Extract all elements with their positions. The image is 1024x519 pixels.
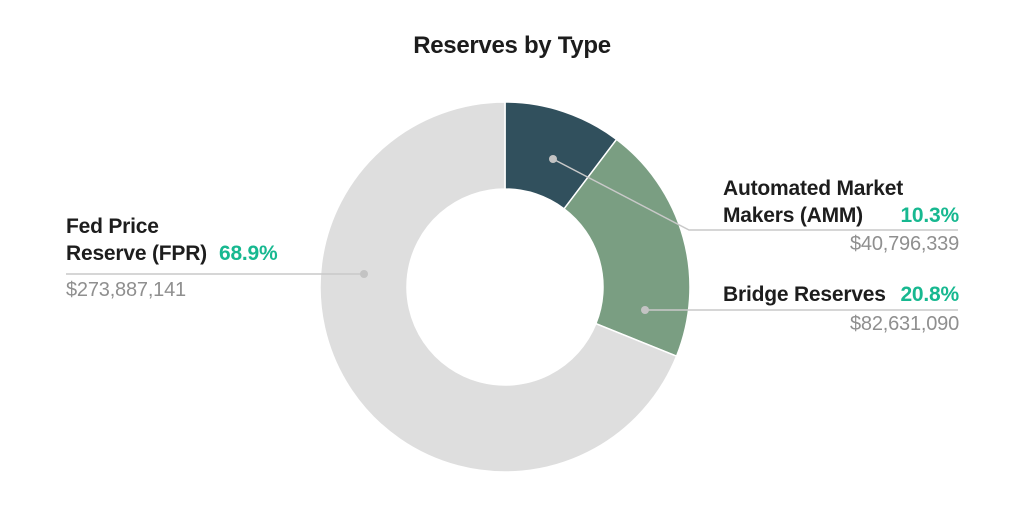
label-bridge-percent: 20.8% [900,283,959,306]
leader-dot-fpr [360,270,368,278]
value-amm: $40,796,339 [849,233,959,255]
chart-title: Reserves by Type [413,32,611,59]
leader-dot-bridge [641,306,649,314]
label-fpr-line1: Fed Price [66,215,159,238]
leader-dot-amm [549,155,557,163]
label-fpr-line2: Reserve (FPR) 68.9% [66,242,278,265]
donut-slice[interactable] [563,138,691,358]
label-amm-line1: Automated Market [723,177,903,200]
donut-slice[interactable] [319,101,678,473]
label-amm-percent: 10.3% [900,204,959,227]
leader-lines [66,158,958,311]
label-bridge-line1: Bridge Reserves 20.8% [723,283,959,306]
label-amm: Automated Market Makers (AMM) 10.3% [723,175,959,229]
value-bridge: $82,631,090 [849,313,959,335]
leader-dots [360,155,649,314]
label-bridge: Bridge Reserves 20.8% [723,281,959,308]
value-fpr: $273,887,141 [66,279,186,301]
label-fpr-percent: 68.9% [218,242,278,265]
label-amm-line2: Makers (AMM) 10.3% [723,204,959,227]
donut-slices [319,101,691,473]
leader-line-amm [552,158,958,231]
label-fpr: Fed Price Reserve (FPR) 68.9% [66,213,366,267]
